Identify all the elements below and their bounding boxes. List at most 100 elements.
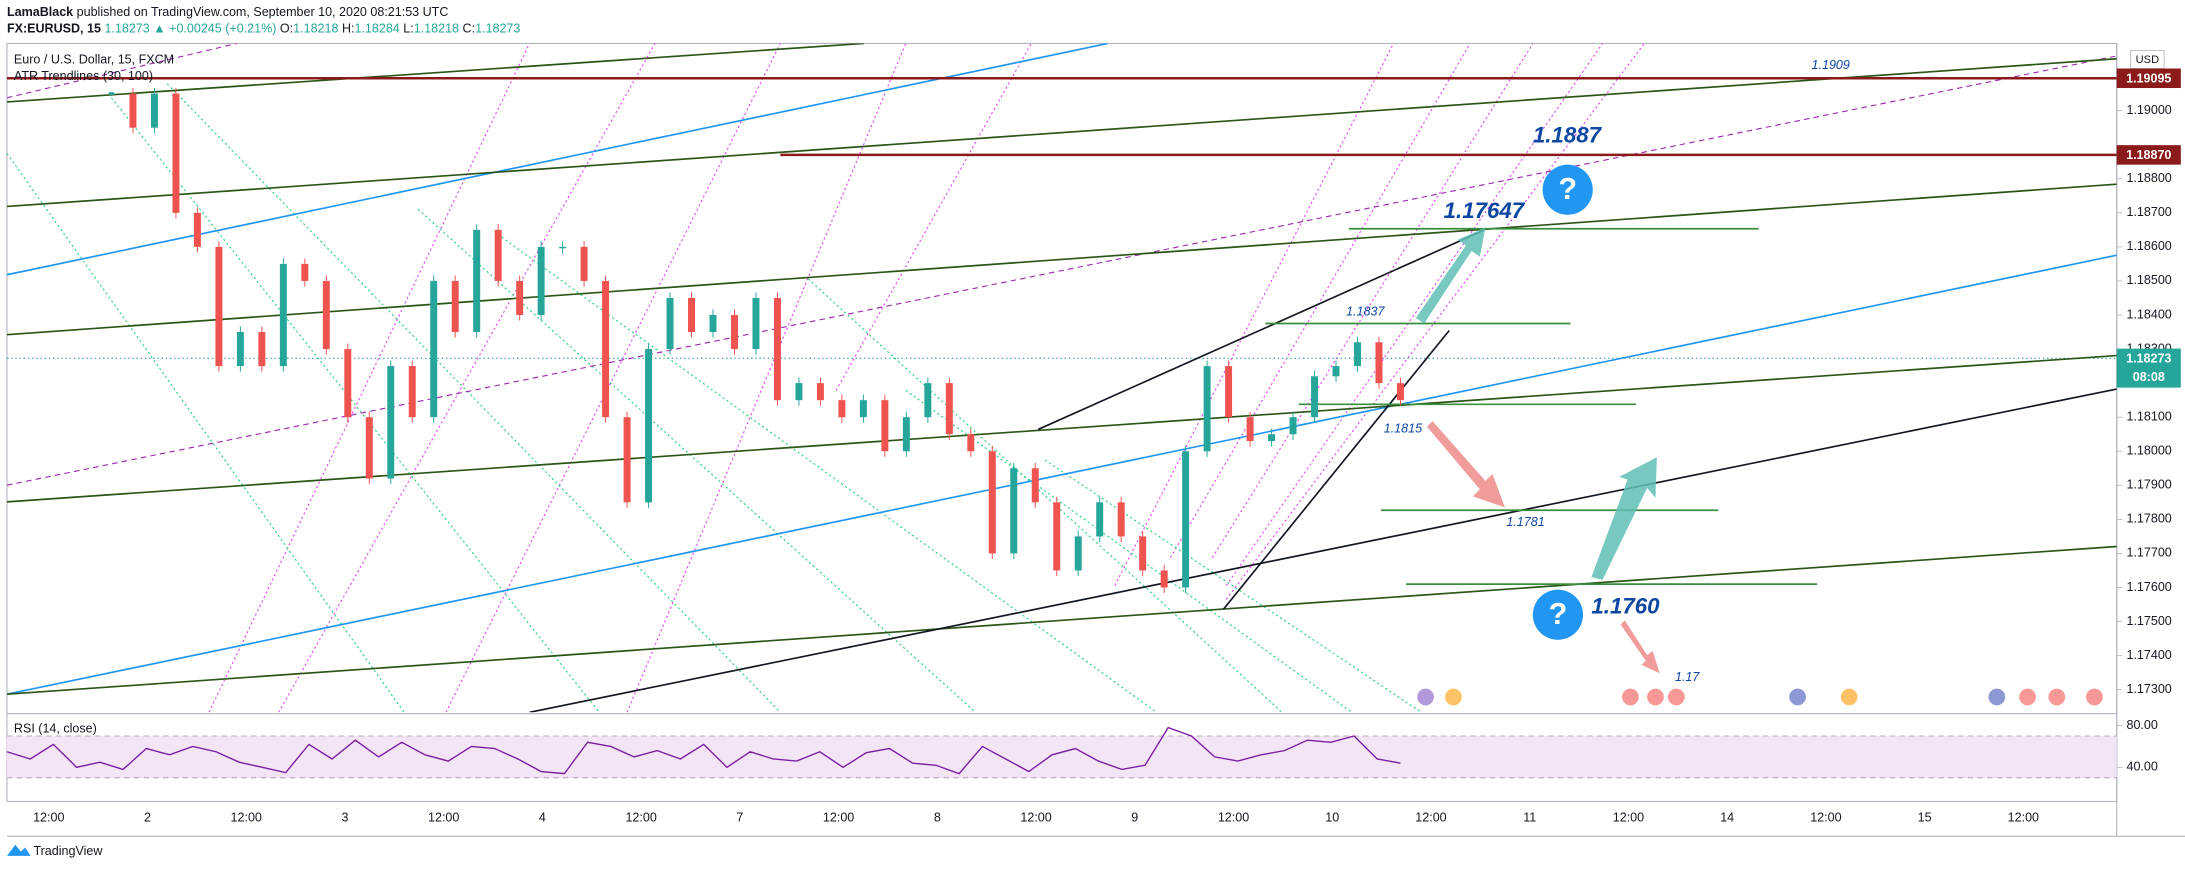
fan-line xyxy=(626,43,907,713)
candle xyxy=(215,246,223,367)
dashed-trend xyxy=(6,43,238,99)
candle xyxy=(902,417,910,452)
candle xyxy=(236,332,244,367)
candle xyxy=(344,349,352,418)
annotation: 1.1781 xyxy=(1506,515,1544,529)
time-label: 8 xyxy=(934,811,941,825)
legend-indicator: ATR Trendlines (30, 100) xyxy=(14,69,153,83)
price-axis: 1.19000 1.18800 1.18700 1.18600 1.18500 1.184… xyxy=(2116,103,2172,696)
annotation: 1.1909 xyxy=(1812,58,1850,72)
price-tag xyxy=(2116,145,2181,165)
logo xyxy=(6,844,31,856)
countdown: 08:08 xyxy=(2133,370,2165,384)
trend-line xyxy=(6,183,2117,336)
time-label: 12:00 xyxy=(1613,811,1644,825)
price-label: 1.17800 xyxy=(2126,512,2171,526)
price-tag xyxy=(2116,348,2181,388)
candle xyxy=(387,366,395,479)
candle xyxy=(1332,366,1340,377)
blue-channel xyxy=(6,43,1109,276)
fib-fans xyxy=(6,43,1645,713)
author: LamaBlack xyxy=(7,5,73,19)
arrow-up xyxy=(1591,457,1657,580)
trend-line xyxy=(6,354,2117,503)
candle xyxy=(1182,451,1190,588)
candle xyxy=(816,383,824,401)
price-label: 1.18600 xyxy=(2126,239,2171,253)
legend-instrument: Euro / U.S. Dollar, 15, FXCM xyxy=(14,52,174,66)
candle xyxy=(193,212,201,247)
candle xyxy=(967,434,975,452)
arrow-down xyxy=(1426,421,1505,508)
price-label: 1.18700 xyxy=(2126,205,2171,219)
price-tag-text: 1.19095 xyxy=(2126,71,2171,85)
currency: USD xyxy=(2136,54,2160,66)
candle xyxy=(1203,366,1211,452)
candle xyxy=(1268,434,1276,442)
price-label: 1.18800 xyxy=(2126,171,2171,185)
candle xyxy=(666,297,674,350)
candle xyxy=(795,383,803,401)
brand: TradingView xyxy=(33,844,103,858)
time-label: 12:00 xyxy=(1810,811,1841,825)
price-label: 1.17400 xyxy=(2126,648,2171,662)
time-label: 12:00 xyxy=(625,811,656,825)
fan-line xyxy=(1044,459,1422,713)
candle xyxy=(559,246,567,249)
candle xyxy=(1010,468,1018,554)
quote-line: FX:EURUSD, 15 1.18273 ▲ +0.00245 (+0.21%… xyxy=(7,22,520,36)
time-label: 12:00 xyxy=(2008,811,2039,825)
candle xyxy=(451,280,459,333)
candle xyxy=(1354,342,1361,367)
price-label: 1.17300 xyxy=(2126,682,2171,696)
candle xyxy=(537,246,545,316)
annotation: 1.1837 xyxy=(1346,305,1385,319)
o-label: O: xyxy=(280,22,293,36)
time-label: 9 xyxy=(1131,811,1138,825)
question-badge xyxy=(1542,164,1593,215)
price-label: 1.18500 xyxy=(2126,273,2171,287)
question-badge xyxy=(1532,589,1584,640)
h-label: H: xyxy=(342,22,355,36)
fan-line xyxy=(905,389,1353,713)
candle xyxy=(258,332,266,367)
fan-line xyxy=(111,97,600,713)
candle xyxy=(988,451,996,554)
price-tag xyxy=(2116,68,2181,89)
change: ▲ +0.00245 (+0.21%) xyxy=(153,22,276,36)
dashed-trend xyxy=(6,55,2117,486)
time-label: 11 xyxy=(1523,811,1536,825)
l: 1.18218 xyxy=(414,22,459,36)
candle xyxy=(1139,536,1147,571)
candle xyxy=(322,280,330,350)
candle xyxy=(688,297,696,333)
candle xyxy=(1246,417,1254,442)
candle xyxy=(881,400,889,452)
price-label: 1.17900 xyxy=(2126,478,2171,492)
symbol: FX:EURUSD, 15 xyxy=(7,22,101,36)
c-label: C: xyxy=(463,22,476,36)
fan-line xyxy=(1211,43,1534,558)
plot-area: ? ? 1.1909 1.1887 1.17647 1.1837 1.1815 … xyxy=(6,43,2117,713)
time-label: 12:00 xyxy=(428,811,459,825)
candle xyxy=(172,93,180,213)
price-label: 1.19000 xyxy=(2126,103,2171,117)
time-label: 12:00 xyxy=(1218,811,1249,825)
candle xyxy=(365,417,373,479)
price-label: 1.17700 xyxy=(2126,546,2171,560)
candle xyxy=(709,315,717,333)
candle xyxy=(1160,570,1168,588)
candle xyxy=(1074,536,1082,571)
fan-line xyxy=(835,43,1032,391)
time-label: 12:00 xyxy=(231,811,262,825)
candle xyxy=(108,92,115,95)
candle xyxy=(1096,502,1104,537)
black-trend xyxy=(1222,329,1450,610)
candle xyxy=(1031,468,1039,503)
candle xyxy=(645,349,653,503)
candle xyxy=(408,366,416,418)
blue-channel xyxy=(6,254,2117,696)
candle xyxy=(279,263,287,367)
